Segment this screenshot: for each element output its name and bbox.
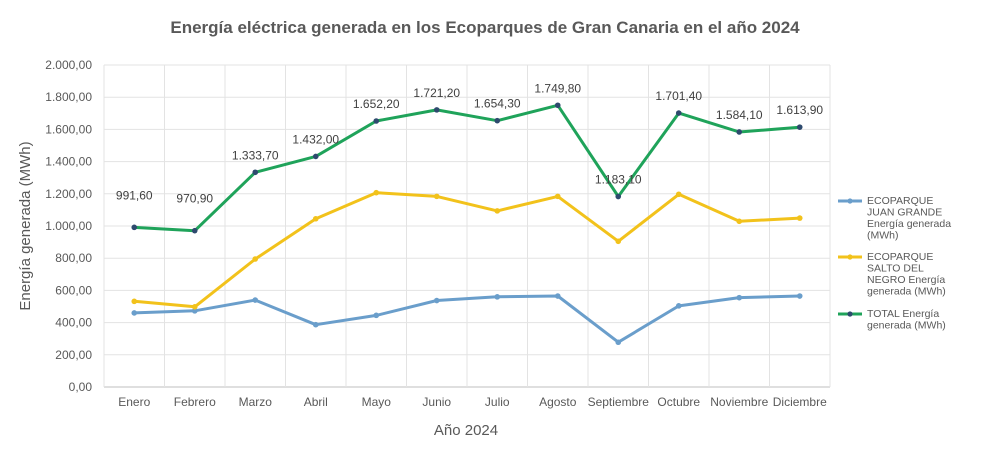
y-tick-label: 800,00 <box>55 251 92 265</box>
series-point <box>373 189 380 196</box>
series-point <box>494 208 501 214</box>
y-tick-label: 2.000,00 <box>45 58 92 72</box>
series-point <box>736 294 743 301</box>
data-label: 1.183,10 <box>595 173 642 187</box>
series-point <box>433 297 440 304</box>
x-tick-label: Agosto <box>539 395 577 409</box>
data-label: 1.721,20 <box>413 86 460 100</box>
series-point <box>796 124 803 130</box>
x-tick-label: Marzo <box>239 395 273 409</box>
series-point <box>675 191 682 198</box>
x-axis-title: Año 2024 <box>434 422 498 439</box>
legend-label: ECOPARQUE <box>867 195 933 207</box>
series-point <box>131 298 138 305</box>
legend-label: generada (MWh) <box>867 320 946 332</box>
y-tick-label: 600,00 <box>55 283 92 297</box>
data-label: 1.652,20 <box>353 97 400 111</box>
series-point <box>675 110 682 116</box>
series-point <box>312 153 319 160</box>
legend-label: (MWh) <box>867 230 899 242</box>
data-label: 1.749,80 <box>534 81 581 95</box>
chart-title: Energía eléctrica generada en los Ecopar… <box>170 18 800 37</box>
series-point <box>433 107 440 113</box>
y-tick-label: 0,00 <box>69 380 93 394</box>
legend-label: JUAN GRANDE <box>867 207 942 219</box>
series-point <box>675 303 682 309</box>
x-tick-label: Mayo <box>362 395 392 409</box>
y-tick-label: 400,00 <box>55 316 92 330</box>
x-tick-label: Octubre <box>657 395 700 409</box>
series-point <box>554 293 561 299</box>
series-point <box>252 297 259 303</box>
x-tick-label: Septiembre <box>588 395 650 409</box>
series-point <box>494 117 501 124</box>
series-point <box>615 193 622 200</box>
x-tick-label: Julio <box>485 395 510 409</box>
legend-marker <box>847 311 853 317</box>
y-axis-title: Energía generada (MWh) <box>17 141 34 310</box>
legend-label: TOTAL Energía <box>867 308 939 320</box>
series-point <box>191 304 198 310</box>
series-point <box>373 312 380 319</box>
series-point <box>252 169 259 176</box>
series-line <box>132 294 802 344</box>
data-label: 1.432,00 <box>292 132 339 146</box>
series-point <box>252 256 259 262</box>
x-tick-label: Abril <box>304 395 328 409</box>
data-label: 1.701,40 <box>655 89 702 103</box>
data-label: 1.584,10 <box>716 108 763 122</box>
series-point <box>736 218 743 225</box>
x-axis-ticks: Enero Febrero Marzo Abril Mayo Junio Julio Agos… <box>118 395 827 409</box>
y-tick-label: 1.000,00 <box>45 219 92 233</box>
series-point <box>796 293 803 299</box>
legend-label: NEGRO Energía <box>867 274 945 286</box>
series-point <box>615 339 622 346</box>
series-point <box>494 294 501 300</box>
x-tick-label: Noviembre <box>710 395 768 409</box>
y-tick-label: 1.400,00 <box>45 155 92 169</box>
series-point <box>131 224 138 231</box>
data-label: 1.613,90 <box>776 103 823 117</box>
x-tick-label: Enero <box>118 395 150 409</box>
gridlines <box>103 64 831 388</box>
series-point <box>554 193 561 200</box>
legend-label: ECOPARQUE <box>867 251 933 263</box>
series-point <box>373 118 380 124</box>
y-tick-label: 200,00 <box>55 348 92 362</box>
series-point <box>736 129 743 135</box>
x-tick-label: Febrero <box>174 395 216 409</box>
data-label: 991,60 <box>116 188 153 202</box>
data-label: 1.333,70 <box>232 148 279 162</box>
y-tick-label: 1.800,00 <box>45 90 92 104</box>
series-point <box>615 238 622 245</box>
series-point <box>433 193 440 200</box>
series-layer <box>131 102 803 346</box>
legend-label: generada (MWh) <box>867 286 946 298</box>
series-point <box>191 308 198 314</box>
series-point <box>312 215 319 222</box>
y-tick-label: 1.200,00 <box>45 187 92 201</box>
series-line <box>132 191 802 309</box>
x-tick-label: Junio <box>422 395 451 409</box>
series-point <box>554 102 561 109</box>
data-label: 970,90 <box>176 192 213 206</box>
data-label: 1.654,30 <box>474 97 521 111</box>
series-line <box>132 103 802 233</box>
y-tick-label: 1.600,00 <box>45 122 92 136</box>
legend-marker <box>847 198 853 204</box>
legend-marker <box>847 254 853 260</box>
x-tick-label: Diciembre <box>773 395 827 409</box>
legend-label: SALTO DEL <box>867 263 924 275</box>
series-point <box>312 321 319 328</box>
series-point <box>191 227 198 234</box>
legend-label: Energía generada <box>867 218 951 230</box>
data-labels: 991,60 970,90 1.333,70 1.432,00 1.652,20 1.72… <box>116 81 824 205</box>
series-point <box>796 215 803 221</box>
y-axis-ticks: 0,00 200,00 400,00 600,00 800,00 1.000,00 1.20… <box>45 58 92 394</box>
series-point <box>131 310 138 316</box>
